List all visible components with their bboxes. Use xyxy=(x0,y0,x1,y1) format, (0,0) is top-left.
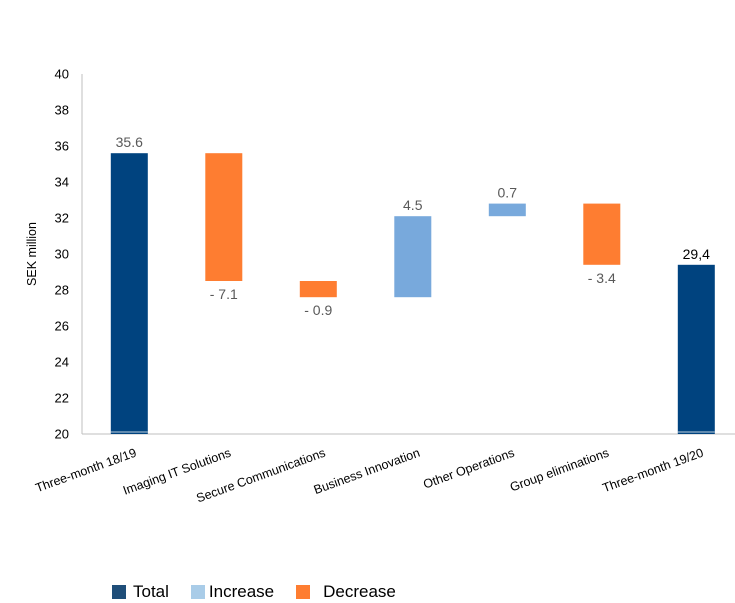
data-label: - 3.4 xyxy=(588,270,616,286)
y-tick-label: 32 xyxy=(55,211,69,226)
legend: Total Increase Decrease xyxy=(112,582,396,602)
legend-item-total: Total xyxy=(112,582,169,602)
bar-decrease xyxy=(583,203,621,265)
bar-increase xyxy=(488,203,526,217)
y-tick-label: 36 xyxy=(55,139,69,154)
data-label: - 0.9 xyxy=(304,302,332,318)
y-tick-label: 40 xyxy=(55,67,69,82)
bar-decrease xyxy=(205,153,243,281)
y-tick-label: 38 xyxy=(55,103,69,118)
x-tick-label: Business Innovation xyxy=(312,446,422,497)
bar-total xyxy=(677,264,715,434)
bar-increase xyxy=(394,216,432,298)
y-axis: 20 22 24 26 28 30 32 34 36 38 40 xyxy=(55,67,83,442)
y-tick-label: 26 xyxy=(55,319,69,334)
data-labels: 35.6 - 7.1 - 0.9 4.5 0.7 - 3.4 29,4 xyxy=(116,134,710,318)
legend-label-increase: Increase xyxy=(208,582,275,601)
legend-item-decrease: Decrease xyxy=(296,582,396,602)
y-tick-label: 34 xyxy=(55,175,69,190)
y-tick-label: 28 xyxy=(55,283,69,298)
x-tick-label: Group eliminations xyxy=(508,446,611,495)
data-label: 35.6 xyxy=(116,134,143,150)
y-tick-label: 22 xyxy=(55,391,69,406)
bars xyxy=(110,153,715,434)
data-label: 0.7 xyxy=(498,185,518,201)
legend-swatch-decrease xyxy=(296,585,311,599)
legend-label-decrease: Decrease xyxy=(323,582,396,601)
bar-total xyxy=(110,153,148,434)
y-tick-label: 20 xyxy=(55,427,69,442)
x-tick-label: Three-month 19/20 xyxy=(601,446,706,496)
legend-item-increase: Increase xyxy=(190,582,275,602)
legend-swatch-increase xyxy=(190,585,205,599)
data-label: - 7.1 xyxy=(210,286,238,302)
waterfall-chart: 20 22 24 26 28 30 32 34 36 38 40 35.6 - 7.1 - 0.9 4.5… xyxy=(25,67,735,506)
data-label: 29,4 xyxy=(683,246,710,262)
legend-swatch-total xyxy=(112,585,126,599)
x-tick-label: Other Operations xyxy=(421,446,516,492)
y-tick-label: 30 xyxy=(55,247,69,262)
data-label: 4.5 xyxy=(403,197,423,213)
bar-decrease xyxy=(299,281,337,298)
y-axis-label: SEK million xyxy=(25,222,39,286)
legend-label-total: Total xyxy=(133,582,169,601)
y-tick-label: 24 xyxy=(55,355,69,370)
